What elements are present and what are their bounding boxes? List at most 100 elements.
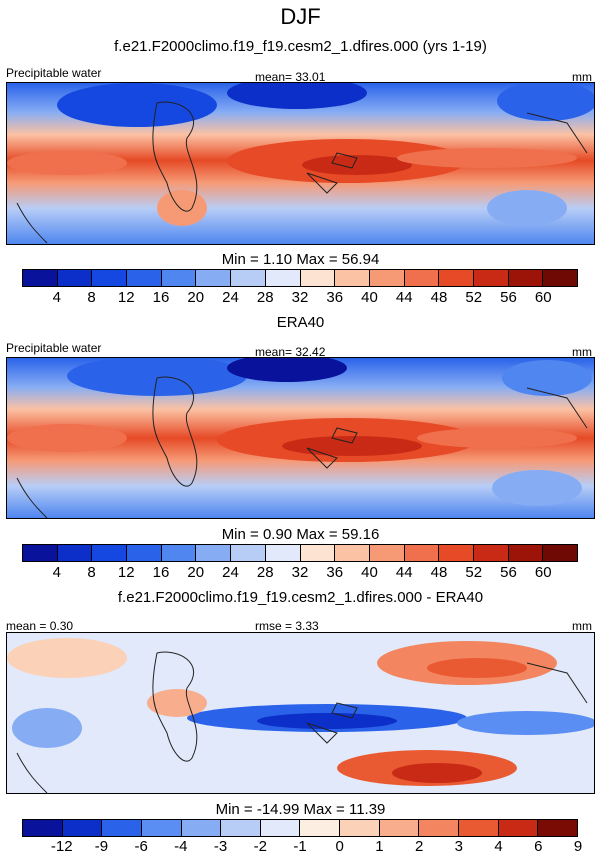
colorbar-swatch xyxy=(57,270,93,286)
panel1-minmax: Min = 1.10 Max = 56.94 xyxy=(221,251,380,268)
colorbar-swatch xyxy=(102,820,142,836)
colorbar-swatch xyxy=(92,270,128,286)
colorbar-swatch xyxy=(439,545,474,561)
panel3-map xyxy=(6,632,595,794)
panel1-itcz-pacific xyxy=(397,148,577,168)
panel2-dry-north-africa xyxy=(67,358,247,396)
colorbar-tick-label: 60 xyxy=(534,564,552,581)
colorbar-swatch xyxy=(196,545,232,561)
colorbar-tick-label: 2 xyxy=(414,838,424,855)
colorbar-tick-label: 4 xyxy=(494,838,503,855)
colorbar-swatch xyxy=(473,270,509,286)
colorbar-swatch xyxy=(221,820,261,836)
colorbar-tick-label: 16 xyxy=(152,564,170,581)
panel1-colorbar xyxy=(22,269,578,287)
colorbar-tick-label: 48 xyxy=(430,289,448,306)
panel2-unit-label: mm xyxy=(572,345,592,359)
panel2-title: ERA40 xyxy=(276,314,325,331)
panel2-colorbar-ticks: 4 8 12 16 20 24 28 32 36 40 44 48 52 56 60 xyxy=(22,564,578,582)
panel2-south-pacific-dry xyxy=(492,470,582,506)
colorbar-swatch xyxy=(335,545,370,561)
panel1-unit-label: mm xyxy=(572,70,592,84)
panel3-coastlines xyxy=(16,651,588,793)
panel1-colorbar-ticks: 4 8 12 16 20 24 28 32 36 40 44 48 52 56 60 xyxy=(22,289,578,307)
colorbar-tick-label: 32 xyxy=(291,289,309,306)
panel1-atlantic-band xyxy=(7,151,127,175)
colorbar-tick-label: 12 xyxy=(117,564,135,581)
panel1-dry-asia xyxy=(227,83,367,109)
colorbar-swatch xyxy=(141,820,182,836)
panel1-warm-core xyxy=(302,155,412,175)
colorbar-tick-label: 8 xyxy=(87,289,96,306)
colorbar-swatch xyxy=(419,820,460,836)
colorbar-tick-label: -1 xyxy=(293,838,307,855)
colorbar-swatch xyxy=(161,270,197,286)
colorbar-swatch xyxy=(459,820,499,836)
season-title: DJF xyxy=(280,4,321,29)
colorbar-swatch xyxy=(260,820,301,836)
colorbar-tick-label: 6 xyxy=(534,838,543,855)
colorbar-tick-label: 4 xyxy=(52,289,61,306)
panel3-diff-australia-core xyxy=(392,763,482,783)
panel3-diff-north-atlantic xyxy=(7,638,127,678)
colorbar-swatch xyxy=(498,820,539,836)
colorbar-tick-label: 52 xyxy=(465,289,483,306)
colorbar-swatch xyxy=(543,545,577,561)
panel3-diff-indian-core xyxy=(257,713,397,729)
colorbar-tick-label: 1 xyxy=(375,838,384,855)
colorbar-swatch xyxy=(300,820,341,836)
panel1-map xyxy=(6,82,595,245)
colorbar-tick-label: 32 xyxy=(291,564,309,581)
colorbar-tick-label: 28 xyxy=(256,289,274,306)
panel2-itcz-pacific xyxy=(417,428,577,448)
panel3-rmse-label: rmse = 3.33 xyxy=(255,619,319,633)
colorbar-tick-label: 24 xyxy=(222,289,239,306)
colorbar-swatch xyxy=(369,545,405,561)
colorbar-tick-label: 52 xyxy=(465,564,483,581)
panel2-mean-label: mean= 32.42 xyxy=(255,345,326,359)
panel2-map xyxy=(6,357,595,519)
colorbar-tick-label: 44 xyxy=(395,289,413,306)
colorbar-tick-label: 8 xyxy=(87,564,96,581)
colorbar-tick-label: 20 xyxy=(187,289,205,306)
panel2-coastlines xyxy=(16,376,588,518)
panel2-dry-americas xyxy=(502,360,592,396)
colorbar-swatch xyxy=(543,270,577,286)
colorbar-tick-label: -4 xyxy=(174,838,188,855)
panel2-warm-core xyxy=(282,436,422,456)
colorbar-swatch xyxy=(57,545,93,561)
colorbar-tick-label: 24 xyxy=(222,564,239,581)
colorbar-tick-label: 60 xyxy=(534,289,552,306)
colorbar-tick-label: 4 xyxy=(52,564,61,581)
colorbar-swatch xyxy=(508,545,544,561)
panel3-colorbar xyxy=(22,819,578,837)
colorbar-swatch xyxy=(538,820,577,836)
colorbar-tick-label: -6 xyxy=(134,838,148,855)
panel2-minmax: Min = 0.90 Max = 59.16 xyxy=(221,526,380,543)
panel1-title: f.e21.F2000climo.f19_f19.cesm2_1.dfires.… xyxy=(114,38,487,55)
colorbar-tick-label: 36 xyxy=(326,289,344,306)
colorbar-tick-label: 44 xyxy=(395,564,413,581)
panel3-title: f.e21.F2000climo.f19_f19.cesm2_1.dfires.… xyxy=(117,589,484,606)
colorbar-tick-label: 28 xyxy=(256,564,274,581)
panel1-south-pacific-dry xyxy=(487,190,567,226)
colorbar-swatch xyxy=(92,545,128,561)
colorbar-tick-label: -12 xyxy=(50,838,73,855)
panel1-coastlines xyxy=(16,101,588,244)
panel2-variable-label: Precipitable water xyxy=(6,341,102,355)
colorbar-swatch xyxy=(379,820,420,836)
colorbar-tick-label: 16 xyxy=(152,289,170,306)
colorbar-swatch xyxy=(23,545,58,561)
colorbar-swatch xyxy=(23,270,58,286)
panel3-diff-africa-west xyxy=(12,708,82,748)
colorbar-swatch xyxy=(127,270,162,286)
colorbar-tick-label: -2 xyxy=(253,838,267,855)
panel3-minmax: Min = -14.99 Max = 11.39 xyxy=(215,801,386,818)
panel1-variable-label: Precipitable water xyxy=(6,66,102,80)
colorbar-swatch xyxy=(473,545,509,561)
colorbar-swatch xyxy=(340,820,380,836)
colorbar-swatch xyxy=(300,270,336,286)
colorbar-tick-label: 40 xyxy=(361,289,378,306)
colorbar-tick-label: -3 xyxy=(213,838,228,855)
colorbar-swatch xyxy=(404,270,440,286)
